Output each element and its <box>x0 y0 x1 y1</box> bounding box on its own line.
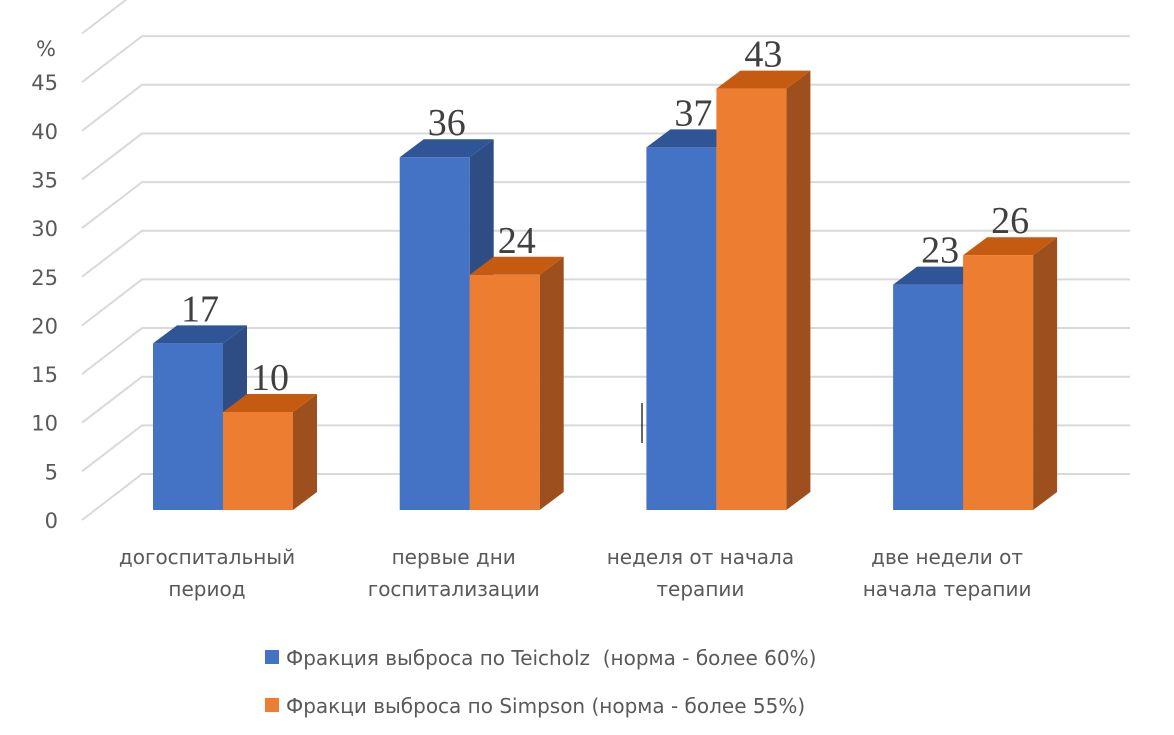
bar-top <box>399 139 494 158</box>
x-category-label: терапии <box>656 577 744 601</box>
y-tick-label: 25 <box>31 266 58 290</box>
y-axis-label: % <box>36 37 56 61</box>
legend-label-simpson: Фракци выброса по Simpson (норма - более… <box>286 694 805 718</box>
gridline <box>81 132 1130 181</box>
bar-simpson-1 <box>223 394 317 510</box>
bar-front <box>223 412 293 510</box>
data-label: 23 <box>921 230 959 272</box>
bar-front <box>399 157 470 510</box>
y-tick-label: 40 <box>31 120 58 144</box>
gridline <box>81 35 1130 83</box>
y-tick-label: 10 <box>31 412 58 436</box>
x-category-label: начала терапии <box>863 577 1032 601</box>
x-axis-categories: догоспитальный период первые дни госпитализ… <box>119 545 1032 601</box>
bar-front <box>963 255 1034 510</box>
gridline <box>81 181 1130 229</box>
data-labels: 17 10 36 24 37 43 23 26 <box>181 34 1029 399</box>
x-category-label: госпитализации <box>368 577 540 601</box>
data-label: 37 <box>674 92 712 134</box>
legend-swatch-teicholz <box>265 650 279 664</box>
legend-label-teicholz: Фракция выброса по Teicholz (норма - бол… <box>286 646 816 670</box>
bar-top <box>153 325 247 344</box>
y-tick-label: 30 <box>31 217 58 241</box>
bar-front <box>716 88 787 510</box>
data-label: 10 <box>251 357 289 399</box>
data-label: 43 <box>744 34 782 76</box>
gridline <box>81 83 1130 132</box>
bar-front <box>646 147 717 510</box>
x-category-label: неделя от начала <box>607 545 794 569</box>
bar-front <box>893 284 964 510</box>
bars <box>153 70 1058 510</box>
data-label: 24 <box>498 220 536 262</box>
bar-simpson-4 <box>963 237 1058 510</box>
x-category-label: первые дни <box>392 545 516 569</box>
bar-simpson-2 <box>469 256 564 510</box>
y-axis: % 0 5 10 15 20 25 30 35 40 45 <box>31 37 58 533</box>
y-tick-label: 35 <box>31 168 58 192</box>
bar-top <box>963 237 1058 256</box>
x-category-label: догоспитальный <box>119 545 295 569</box>
bar-teicholz-1 <box>153 325 247 510</box>
bar-top <box>716 70 811 89</box>
bar-side <box>786 70 811 510</box>
gridline <box>81 0 128 35</box>
y-tick-label: 45 <box>31 71 58 95</box>
y-tick-label: 5 <box>45 460 58 484</box>
bar-top <box>223 394 317 412</box>
bar-front <box>469 274 540 510</box>
x-category-label: две недели от <box>871 545 1023 569</box>
bar-side <box>1033 237 1058 510</box>
gridlines <box>81 0 1130 521</box>
bar-side <box>293 394 317 510</box>
data-label: 17 <box>181 288 219 330</box>
y-tick-label: 20 <box>31 314 58 338</box>
y-tick-label: 15 <box>31 363 58 387</box>
data-label: 36 <box>428 102 466 144</box>
x-category-label: период <box>168 577 245 601</box>
bar-side <box>539 256 564 510</box>
bar-top <box>469 256 564 275</box>
bar-simpson-3 <box>716 70 811 510</box>
data-label: 26 <box>991 200 1029 242</box>
bar-front <box>153 343 223 510</box>
legend-swatch-simpson <box>265 698 279 712</box>
y-tick-label: 0 <box>45 509 58 533</box>
legend: Фракция выброса по Teicholz (норма - бол… <box>265 646 816 718</box>
